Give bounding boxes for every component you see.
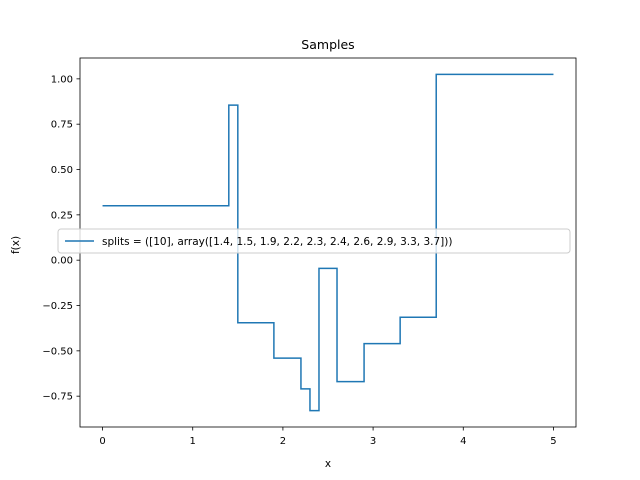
series-line-0 (102, 73, 554, 412)
plot-area: 0 1 2 3 4 5 −0.75 −0.50 −0.25 0.00 0.25 0.50 0.75 1.0… (42, 57, 577, 447)
legend-label: splits = ([10], array([1.4, 1.5, 1.9, 2.… (102, 236, 452, 248)
legend: splits = ([10], array([1.4, 1.5, 1.9, 2.… (57, 228, 571, 254)
x-tick-label: 5 (550, 436, 556, 447)
y-tick-label: 0.50 (51, 165, 73, 176)
y-tick-label: −0.50 (42, 346, 73, 357)
x-tick-label: 3 (370, 436, 376, 447)
y-tick-label: −0.25 (42, 301, 73, 312)
x-tick-label: 0 (99, 436, 105, 447)
x-tick-label: 1 (190, 436, 196, 447)
legend-box (57, 228, 571, 254)
y-tick-label: 1.00 (51, 74, 73, 85)
y-tick-label: −0.75 (42, 392, 73, 403)
chart-title: Samples (301, 37, 354, 52)
y-tick-label: 0.75 (51, 120, 73, 131)
x-axis-label: x (325, 458, 331, 470)
x-tick-label: 2 (280, 436, 286, 447)
x-tick-label: 4 (460, 436, 466, 447)
y-tick-label: 0.00 (51, 256, 73, 267)
y-axis-label: f(x) (10, 236, 22, 254)
y-tick-label: 0.25 (51, 210, 73, 221)
